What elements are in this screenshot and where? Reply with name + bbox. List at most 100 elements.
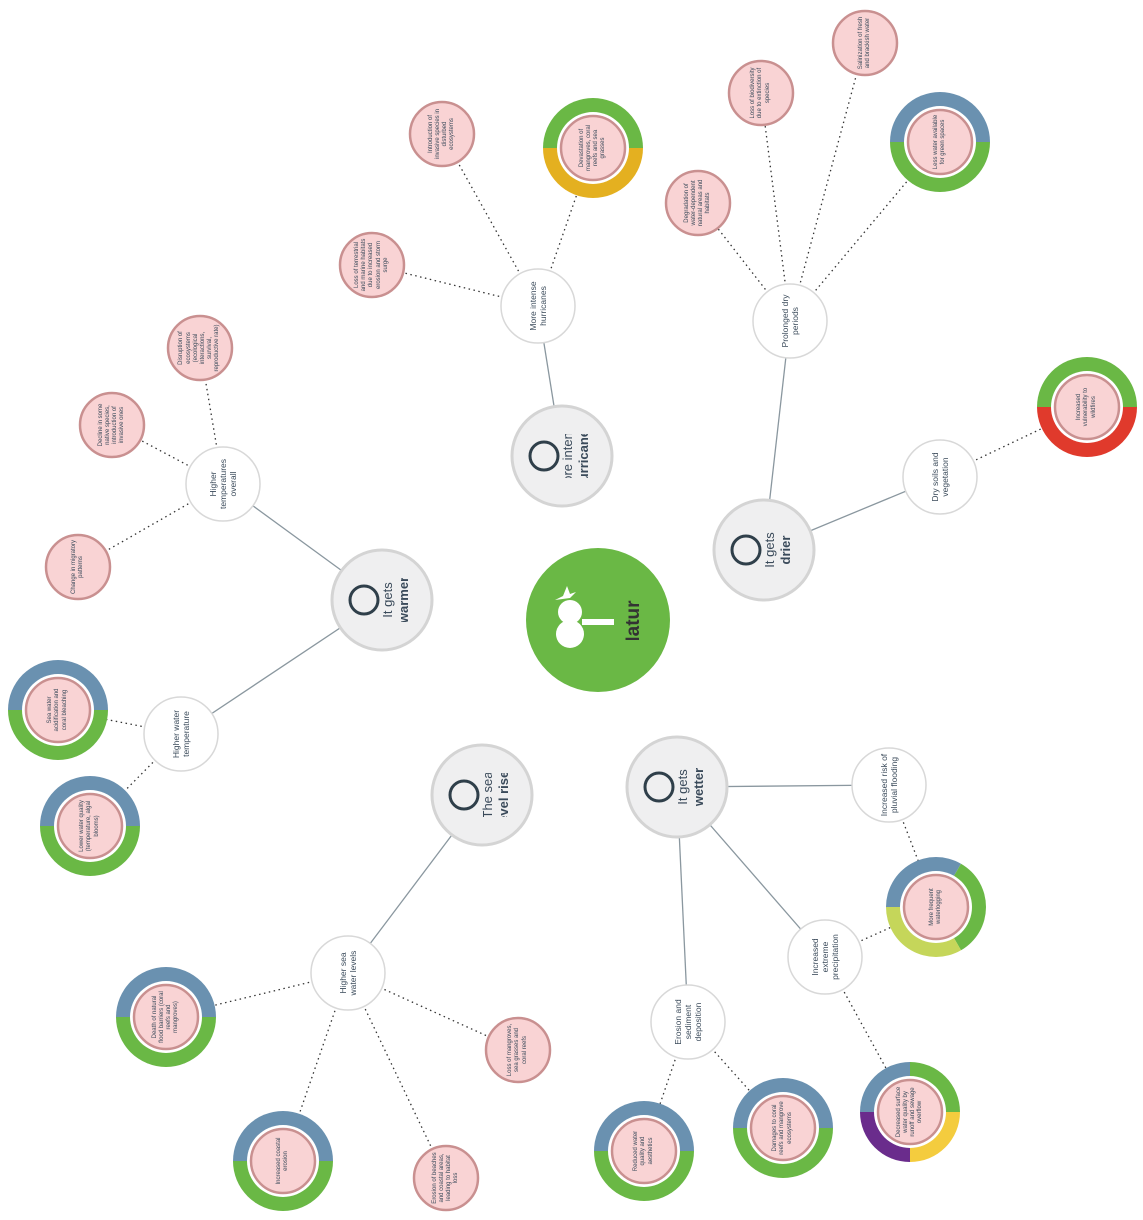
leaf-node — [876, 1078, 944, 1146]
leaf-node — [749, 1094, 817, 1162]
bird-icon — [555, 586, 576, 600]
leaf-node — [831, 9, 899, 77]
tree-icon — [582, 619, 614, 625]
node-label: Sea water acidification and coral bleach… — [47, 688, 68, 732]
node-label: Increased coastal erosion — [275, 1137, 289, 1185]
node-label: Decline in some native species, introduc… — [97, 403, 126, 447]
node-label: Prolonged dry periods — [779, 294, 800, 348]
topic-icon — [643, 771, 675, 803]
node-label-box: Change in migratory patterns — [70, 539, 84, 595]
leaf-node — [906, 108, 974, 176]
node-label-box: Degradation of water-dependent natural a… — [683, 179, 712, 227]
topic-label: It gets warmer — [374, 578, 418, 622]
node-label: Less water available for green spaces — [932, 114, 946, 170]
node-label: Increased vulnerability to wildfires — [1076, 387, 1097, 427]
node-label-box: Decreased surface water quality by runof… — [895, 1086, 924, 1138]
topic-label: More intense hurricanes — [554, 434, 598, 478]
node-label: Increased risk of pluvial flooding — [878, 753, 899, 817]
leaf-node — [44, 533, 112, 601]
sub-node — [143, 696, 219, 772]
sub-node — [500, 268, 576, 344]
node-label: Disruption of ecosystems (ecological int… — [178, 324, 221, 372]
node-label-box: Salinization of fresh and brackish water — [857, 16, 871, 70]
node-label-box: Decline in some native species, introduc… — [97, 403, 126, 447]
topic-label-light: The sea — [480, 773, 496, 817]
node-label: Salinization of fresh and brackish water — [857, 16, 871, 70]
tree-icon — [558, 600, 582, 624]
sub-node — [902, 439, 978, 515]
topic-node — [330, 548, 434, 652]
node-label: Loss of terrestrial and marine habitats … — [354, 238, 389, 292]
topic-icon — [730, 534, 762, 566]
node-label-box: Loss of biodiversity due to extinction o… — [750, 67, 770, 118]
node-label: More frequent waterlogging — [928, 888, 942, 926]
node-label-box: Lower water quality (temperature, algal … — [79, 800, 100, 852]
node-label-box: Introduction of invasive species in dist… — [427, 108, 456, 160]
sub-node — [650, 984, 726, 1060]
sub-node — [752, 283, 828, 359]
topic-label-bold: wetter — [691, 767, 706, 807]
leaf-node — [902, 873, 970, 941]
node-label: Reduced water quality and aesthetics — [633, 1130, 654, 1172]
node-label-box: Loss of terrestrial and marine habitats … — [354, 238, 389, 292]
leaf-node — [727, 59, 795, 127]
topic-node — [625, 735, 729, 839]
leaf-node — [484, 1016, 552, 1084]
leaf-node — [56, 792, 124, 860]
node-label: Devastation of mangroves, coral reefs an… — [578, 124, 607, 172]
topic-label-bold: warmer — [396, 578, 411, 622]
node-label: Change in migratory patterns — [70, 539, 84, 595]
node-label-box: Prolonged dry periods — [779, 294, 800, 348]
node-label: Higher temperatures overall — [207, 458, 239, 510]
leaf-node — [412, 1144, 480, 1212]
node-label: Death of natural flood barriers (coral r… — [151, 991, 180, 1043]
topic-label: It gets drier — [756, 528, 800, 572]
node-label: Lower water quality (temperature, algal … — [79, 800, 100, 852]
leaf-node — [166, 314, 234, 382]
topic-icon — [348, 584, 380, 616]
topic-icon — [528, 440, 560, 472]
node-label-box: Damages to coral reefs and mangrove ecos… — [772, 1101, 793, 1155]
dotted-edge — [371, 264, 539, 307]
center-label: Nature — [622, 600, 644, 640]
topic-node — [430, 743, 534, 847]
leaf-node — [559, 114, 627, 182]
node-label-box: Sea water acidification and coral bleach… — [47, 688, 68, 732]
tree-icon — [556, 620, 584, 648]
node-label: Introduction of invasive species in dist… — [427, 108, 456, 160]
topic-label-light: More intense — [560, 434, 576, 478]
node-label-box: Loss of mangroves, sea grasses and coral… — [507, 1023, 528, 1077]
node-label: Degradation of water-dependent natural a… — [683, 179, 712, 227]
leaf-node — [610, 1117, 678, 1185]
sub-node — [310, 935, 386, 1011]
topic-label: It gets wetter — [669, 765, 713, 809]
topic-icon — [448, 779, 480, 811]
node-label: Erosion and sediment deposition — [672, 999, 704, 1045]
dotted-edge — [789, 42, 866, 322]
leaf-node — [1053, 373, 1121, 441]
node-label: Decreased surface water quality by runof… — [895, 1086, 924, 1138]
topic-label-box: More intense hurricanes — [554, 434, 598, 478]
node-label: Damages to coral reefs and mangrove ecos… — [772, 1101, 793, 1155]
node-label-box: Erosion and sediment deposition — [672, 999, 704, 1045]
node-label-box: Reduced water quality and aesthetics — [633, 1130, 654, 1172]
node-label: Loss of mangroves, sea grasses and coral… — [507, 1023, 528, 1077]
node-label-box: Devastation of mangroves, coral reefs an… — [578, 124, 607, 172]
sub-node — [185, 446, 261, 522]
node-label-box: Higher temperatures overall — [207, 458, 239, 510]
sub-node — [851, 747, 927, 823]
topic-label-box: It gets warmer — [374, 578, 418, 622]
node-label: Higher sea water levels — [337, 950, 358, 996]
node-label-box: More frequent waterlogging — [928, 888, 942, 926]
topic-label-bold: hurricanes — [576, 434, 591, 478]
node-label-box: Increased vulnerability to wildfires — [1076, 387, 1097, 427]
node-label-box: Increased extreme precipitation — [810, 934, 840, 980]
nodes: Nature It gets warmer More intense hurricane… — [8, 9, 1137, 1212]
node-label-box: Erosion of beaches and coastal areas, le… — [432, 1152, 460, 1203]
leaf-node — [664, 169, 732, 237]
node-label-box: Higher water temperature — [170, 709, 191, 759]
leaf-node — [338, 231, 406, 299]
node-label: Higher water temperature — [170, 709, 191, 759]
node-label-box: Higher sea water levels — [337, 950, 358, 996]
